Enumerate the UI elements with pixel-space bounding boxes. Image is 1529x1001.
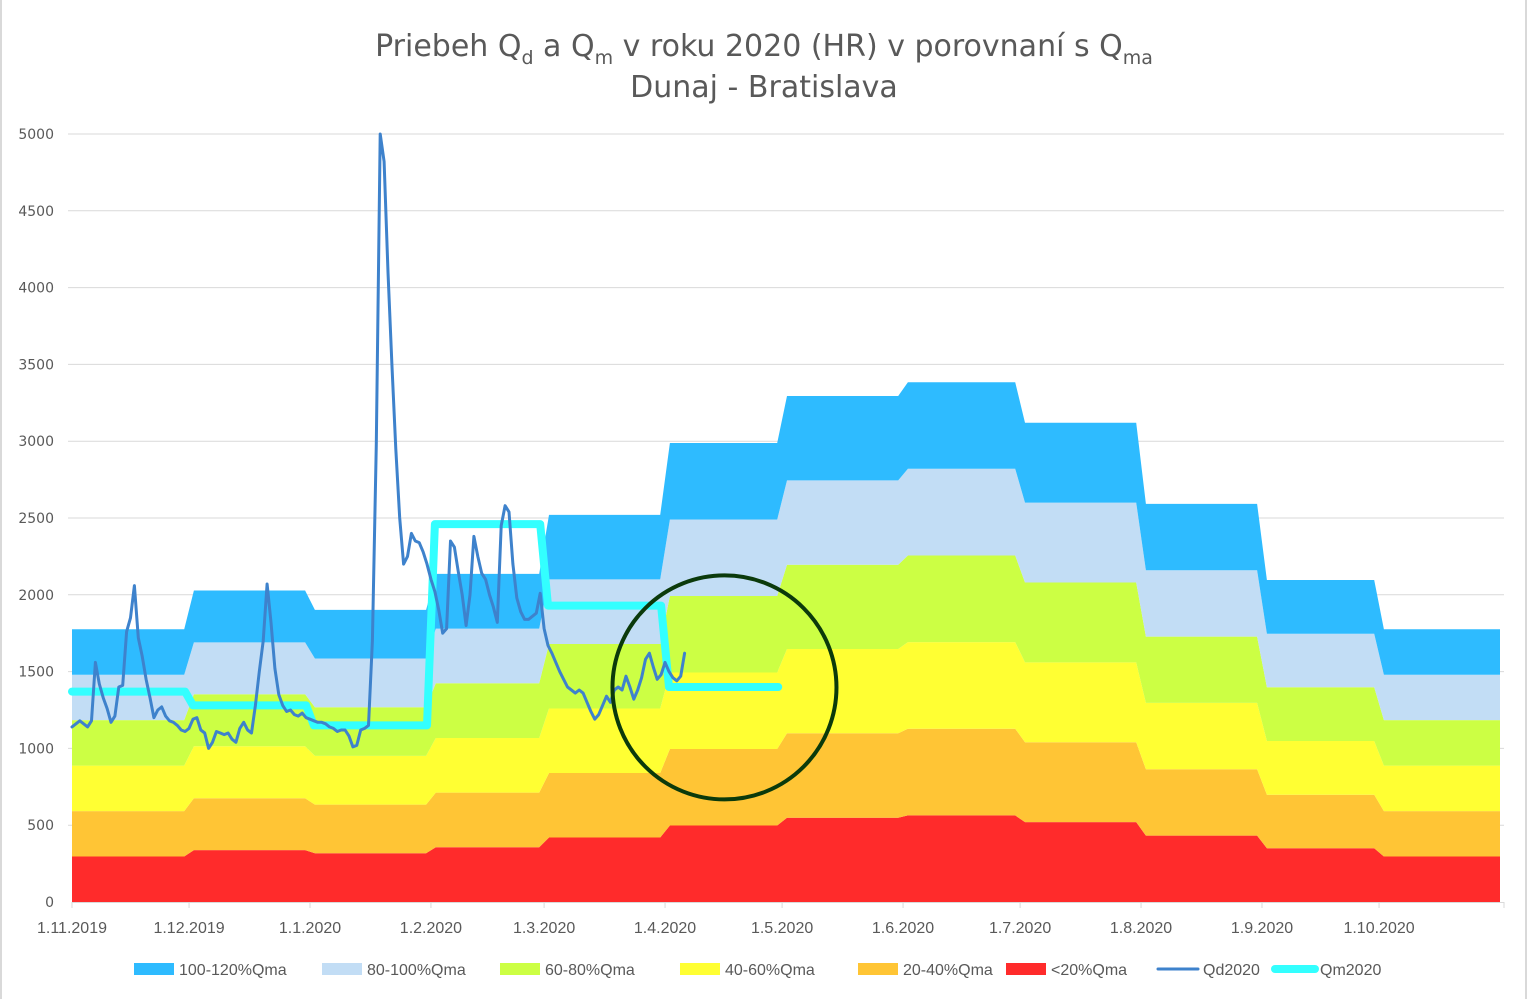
annotation-layer	[610, 573, 839, 802]
x-tick-label: 1.4.2020	[634, 920, 696, 937]
x-tick-label: 1.8.2020	[1110, 920, 1172, 937]
legend-label: 60-80%Qma	[545, 962, 635, 979]
legend-label: Qd2020	[1203, 962, 1260, 979]
band-40-60-qma	[72, 642, 1500, 812]
qma-bands	[72, 382, 1500, 902]
legend-item: 100-120%Qma	[134, 962, 287, 979]
y-tick-label: 1500	[18, 665, 54, 681]
band--20-qma	[72, 815, 1500, 902]
x-tick-label: 1.11.2019	[37, 920, 107, 937]
y-axis: 0 500 1000 1500 2000 2500 3000 3500 4000 4500 5000	[18, 127, 54, 911]
y-tick-label: 2000	[18, 588, 54, 604]
legend-label: <20%Qma	[1051, 962, 1127, 979]
legend-swatch	[134, 963, 174, 975]
legend-item: 60-80%Qma	[500, 962, 635, 979]
y-tick-label: 3000	[18, 434, 54, 450]
legend-label: 100-120%Qma	[179, 962, 287, 979]
legend-item: 20-40%Qma	[858, 962, 993, 979]
series-lines	[68, 132, 783, 750]
legend-item: Qm2020	[1271, 962, 1381, 979]
legend-label: 80-100%Qma	[367, 962, 466, 979]
legend-swatch	[858, 963, 898, 975]
x-tick-label: 1.6.2020	[872, 920, 934, 937]
y-tick-label: 4000	[18, 281, 54, 297]
legend-swatch	[322, 963, 362, 975]
legend-label: 40-60%Qma	[725, 962, 815, 979]
y-tick-label: 4500	[18, 204, 54, 220]
legend-item: 80-100%Qma	[322, 962, 466, 979]
y-tick-label: 3500	[18, 357, 54, 373]
legend-item: Qd2020	[1156, 962, 1260, 979]
legend-label: 20-40%Qma	[903, 962, 993, 979]
y-tick-label: 2500	[18, 511, 54, 527]
x-tick-label: 1.5.2020	[751, 920, 813, 937]
x-tick-label: 1.1.2020	[279, 920, 341, 937]
legend-swatch	[500, 963, 540, 975]
x-tick-label: 1.7.2020	[989, 920, 1051, 937]
legend-item: <20%Qma	[1006, 962, 1127, 979]
y-tick-label: 1000	[18, 741, 54, 757]
annotation-circle	[610, 573, 839, 802]
y-tick-label: 500	[27, 818, 54, 834]
x-tick-label: 1.9.2020	[1231, 920, 1293, 937]
x-axis: 1.11.2019 1.12.2019 1.1.2020 1.2.2020 1.3.20…	[37, 902, 1505, 937]
series-line-qm2020	[68, 520, 783, 730]
x-tick-label: 1.12.2019	[153, 920, 224, 937]
y-tick-label: 5000	[18, 127, 54, 143]
x-tick-label: 1.3.2020	[513, 920, 575, 937]
legend-item: 40-60%Qma	[680, 962, 815, 979]
legend: 100-120%Qma 80-100%Qma 60-80%Qma 40-60%Qma 2…	[134, 962, 1381, 979]
x-tick-label: 1.10.2020	[1343, 920, 1414, 937]
chart-subtitle: Dunaj - Bratislava	[630, 70, 898, 105]
legend-label: Qm2020	[1320, 962, 1381, 979]
band-20-40-qma	[72, 728, 1500, 857]
x-tick-label: 1.2.2020	[400, 920, 462, 937]
legend-swatch	[1006, 963, 1046, 975]
y-tick-label: 0	[45, 895, 54, 911]
chart-title: Priebeh Qd a Qm v roku 2020 (HR) v porov…	[375, 29, 1153, 69]
legend-swatch	[680, 963, 720, 975]
series-line-qd2020	[70, 132, 687, 750]
